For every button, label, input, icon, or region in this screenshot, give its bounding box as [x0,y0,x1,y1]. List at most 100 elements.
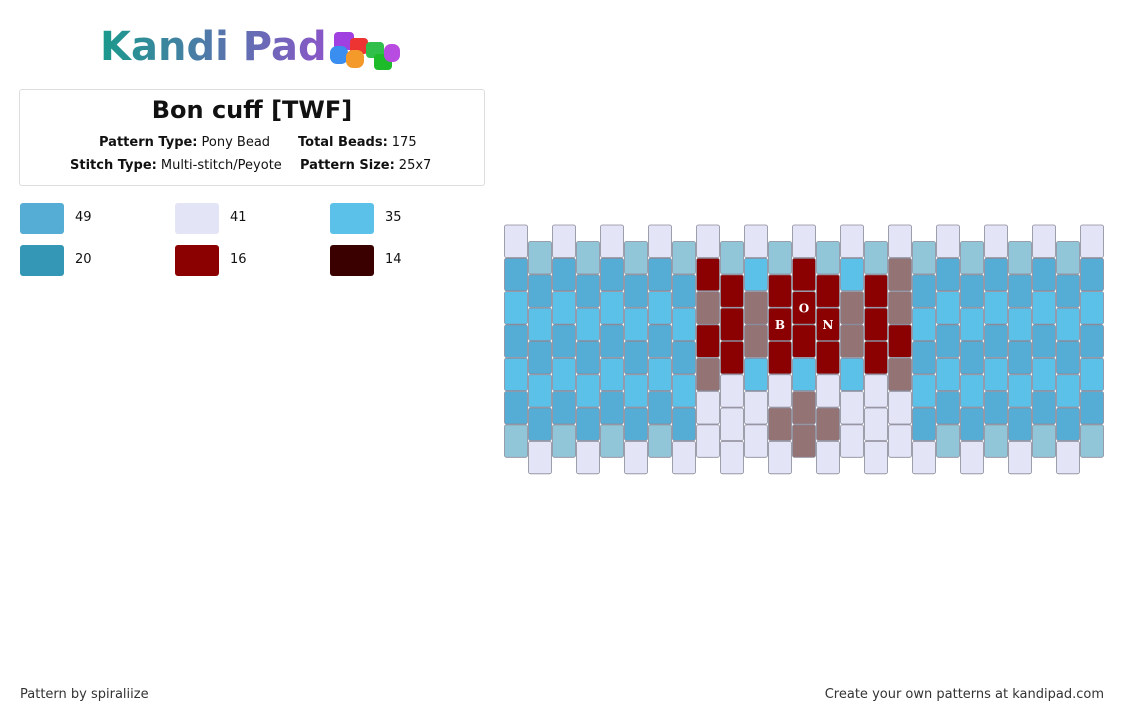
bead [600,424,624,458]
swatch [175,203,219,234]
bead [672,440,696,475]
bead [720,407,744,441]
author: Pattern by spiraliize [20,687,149,702]
bead [840,257,864,292]
bead [648,291,672,325]
bead [552,324,576,358]
field-label: Stitch Type: [70,158,157,173]
field-value: 175 [391,135,417,150]
bead [600,357,624,392]
bead [672,241,696,275]
bead [840,357,864,392]
bead [768,241,792,275]
bead [576,440,600,475]
bead [624,307,648,342]
bead [504,324,528,358]
bead [504,357,528,392]
swatch [330,203,374,234]
bead [936,291,960,325]
bead [648,391,672,425]
title: Bon cuff [TWF] [151,96,353,124]
bead [528,407,552,441]
bead-letter: O [799,302,809,316]
bead [912,407,936,441]
bead [1056,307,1080,342]
bead [864,307,888,342]
bead [888,424,912,458]
bead [528,274,552,308]
field: Total Beads: 175 [298,135,417,150]
bead [1032,324,1056,358]
bead [552,357,576,392]
bead [648,224,672,258]
bead [720,374,744,408]
bead [528,307,552,342]
bead [1032,224,1056,258]
bead-letter: N [823,318,834,332]
bead [792,257,816,292]
bead [1032,357,1056,392]
bead [816,374,840,408]
bead [744,424,768,458]
bead [816,307,840,342]
bead [912,241,936,275]
bead [984,391,1008,425]
bead [864,274,888,308]
field-label: Total Beads: [298,135,388,150]
field: Stitch Type: Multi-stitch/Peyote [70,158,282,173]
bead [984,291,1008,325]
bead [648,324,672,358]
bead [1080,324,1104,358]
bead [672,274,696,308]
bead [624,407,648,441]
bead [792,391,816,425]
bead [912,440,936,475]
bead [960,274,984,308]
bead [816,340,840,375]
bead [768,274,792,308]
bead [672,340,696,375]
bead [624,274,648,308]
bead [552,224,576,258]
bead [912,374,936,408]
bead [744,257,768,292]
bead [1008,407,1032,441]
bead [744,291,768,325]
bead [792,291,816,325]
bead [888,324,912,358]
bead [576,274,600,308]
bead [1056,340,1080,375]
bead [1056,241,1080,275]
field: Pattern Size: 25x7 [300,158,431,173]
logo[interactable]: Kandi Pad [100,24,327,70]
bead [672,307,696,342]
bead [696,324,720,358]
bead [1080,391,1104,425]
bead [696,257,720,292]
bead [504,224,528,258]
field-label: Pattern Type: [99,135,198,150]
bead [840,291,864,325]
site-link[interactable]: Create your own patterns at kandipad.com [824,687,1104,702]
bead [840,324,864,358]
bead [552,291,576,325]
bead [504,257,528,292]
bead [624,241,648,275]
bead-letter: B [775,318,785,332]
bead [936,391,960,425]
logo-icon [330,32,400,70]
bead [1080,257,1104,292]
bead [960,440,984,475]
bead [1080,424,1104,458]
bead [720,340,744,375]
bead [792,424,816,458]
bead [984,224,1008,258]
bead [1080,357,1104,392]
bead [696,391,720,425]
swatch [175,245,219,276]
bead [816,274,840,308]
bead [936,257,960,292]
bead [552,391,576,425]
bead [720,241,744,275]
bead [576,407,600,441]
